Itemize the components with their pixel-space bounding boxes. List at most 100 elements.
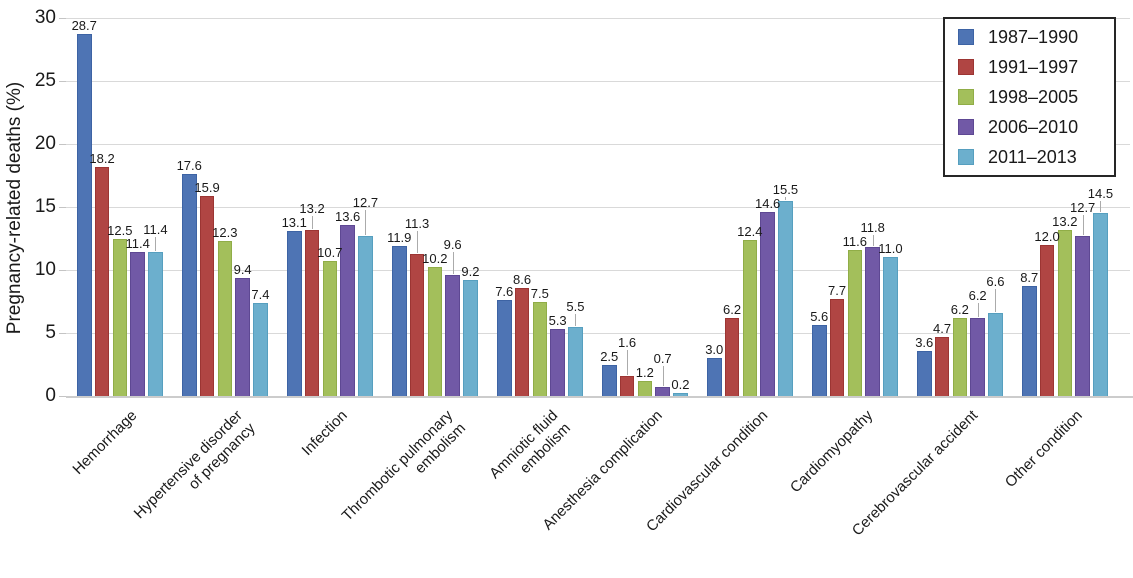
bar xyxy=(812,325,827,396)
gridline xyxy=(66,144,1130,145)
bar xyxy=(253,302,268,396)
bar-value-label: 9.4 xyxy=(233,261,252,277)
bar xyxy=(655,387,670,396)
legend-swatch-icon xyxy=(958,89,974,105)
bar xyxy=(287,230,302,396)
label-leader-line xyxy=(155,237,157,252)
y-tick-mark xyxy=(59,144,66,145)
label-leader-line xyxy=(872,234,874,247)
bar-value-label: 5.6 xyxy=(810,309,829,325)
bar-value-label: 5.5 xyxy=(566,299,585,315)
bar-value-label: 11.4 xyxy=(125,236,150,252)
bar-value-label: 1.2 xyxy=(635,364,654,380)
x-category-label: Amniotic fluid embolism xyxy=(485,407,574,483)
y-tick-mark xyxy=(59,207,66,208)
label-leader-line xyxy=(575,314,577,326)
bar-value-label: 9.2 xyxy=(461,264,480,280)
label-leader-line xyxy=(995,288,997,312)
bar xyxy=(182,174,197,396)
y-tick-label: 15 xyxy=(34,196,56,217)
bar-value-label: 12.7 xyxy=(1069,199,1096,215)
bar-value-label: 0.7 xyxy=(653,350,672,366)
bar-value-label: 7.6 xyxy=(495,284,514,300)
bar xyxy=(988,312,1003,396)
bar-value-label: 14.5 xyxy=(1087,185,1114,201)
bar-value-label: 7.4 xyxy=(251,286,270,302)
bar-value-label: 10.2 xyxy=(422,251,448,267)
gridline xyxy=(66,333,1130,334)
bar xyxy=(409,253,425,396)
label-leader-line xyxy=(365,209,367,235)
label-leader-line xyxy=(977,302,979,317)
legend-swatch-icon xyxy=(958,59,974,75)
label-leader-line xyxy=(785,197,787,200)
bar xyxy=(952,317,968,396)
bar-value-label: 13.1 xyxy=(281,214,307,230)
bar xyxy=(77,34,92,396)
bar xyxy=(532,301,548,396)
x-axis-line xyxy=(66,396,1133,398)
bar-value-label: 13.2 xyxy=(1052,213,1078,229)
bar-value-label: 11.9 xyxy=(387,230,412,246)
label-leader-line xyxy=(1082,214,1084,235)
bar-value-label: 12.0 xyxy=(1034,228,1060,244)
y-tick-mark xyxy=(59,396,66,397)
x-category-label: Thrombotic pulmonary embolism xyxy=(338,407,469,525)
bar xyxy=(568,326,583,396)
bar xyxy=(1039,244,1055,396)
label-leader-line xyxy=(417,231,419,253)
bar xyxy=(1022,286,1037,396)
bar xyxy=(304,229,320,396)
legend-label: 1987–1990 xyxy=(988,26,1079,47)
legend-item: 1998–2005 xyxy=(958,82,1114,112)
gridline xyxy=(66,270,1130,271)
label-leader-line xyxy=(312,215,314,229)
label-leader-line xyxy=(627,349,629,375)
bar-value-label: 6.2 xyxy=(950,301,969,317)
bar xyxy=(497,300,512,396)
bar xyxy=(148,252,163,396)
bar xyxy=(883,257,898,396)
bar xyxy=(358,235,373,396)
x-category-label: Other condition xyxy=(1001,407,1086,491)
gridline xyxy=(66,81,1130,82)
bar-value-label: 6.2 xyxy=(968,287,987,303)
label-leader-line xyxy=(662,365,664,387)
label-leader-line xyxy=(1100,200,1102,213)
bar-value-label: 11.6 xyxy=(842,233,867,249)
legend-item: 1987–1990 xyxy=(958,22,1114,52)
y-tick-label: 0 xyxy=(45,385,56,406)
bar xyxy=(742,239,758,396)
bar xyxy=(707,358,722,396)
bar-value-label: 11.0 xyxy=(878,241,903,257)
bar-value-label: 17.6 xyxy=(176,158,202,174)
bar-value-label: 28.7 xyxy=(71,18,97,34)
gridline xyxy=(66,207,1130,208)
bar xyxy=(392,246,407,396)
legend-swatch-icon xyxy=(958,119,974,135)
gridline xyxy=(66,18,1130,19)
y-tick-label: 20 xyxy=(34,133,56,154)
bar-value-label: 12.7 xyxy=(352,194,379,210)
bar xyxy=(637,380,653,396)
bar-value-label: 7.5 xyxy=(530,285,549,301)
bar xyxy=(130,252,145,396)
bar-value-label: 7.7 xyxy=(828,282,847,298)
bar xyxy=(934,336,950,396)
bar xyxy=(445,275,460,396)
bar-value-label: 13.6 xyxy=(334,208,361,224)
bar-value-label: 14.6 xyxy=(754,196,781,212)
bar xyxy=(235,277,250,396)
legend-label: 2006–2010 xyxy=(988,116,1079,137)
bar-value-label: 12.3 xyxy=(212,225,238,241)
bar xyxy=(94,166,110,396)
bar xyxy=(514,287,530,396)
x-category-label: Cardiomyopathy xyxy=(786,407,876,497)
bar xyxy=(778,200,793,396)
bar-value-label: 13.2 xyxy=(299,200,325,216)
bar-value-label: 2.5 xyxy=(600,348,619,364)
legend-label: 1991–1997 xyxy=(988,56,1079,77)
bar xyxy=(619,375,635,396)
bar-value-label: 3.0 xyxy=(705,342,724,358)
y-tick-mark xyxy=(59,18,66,19)
